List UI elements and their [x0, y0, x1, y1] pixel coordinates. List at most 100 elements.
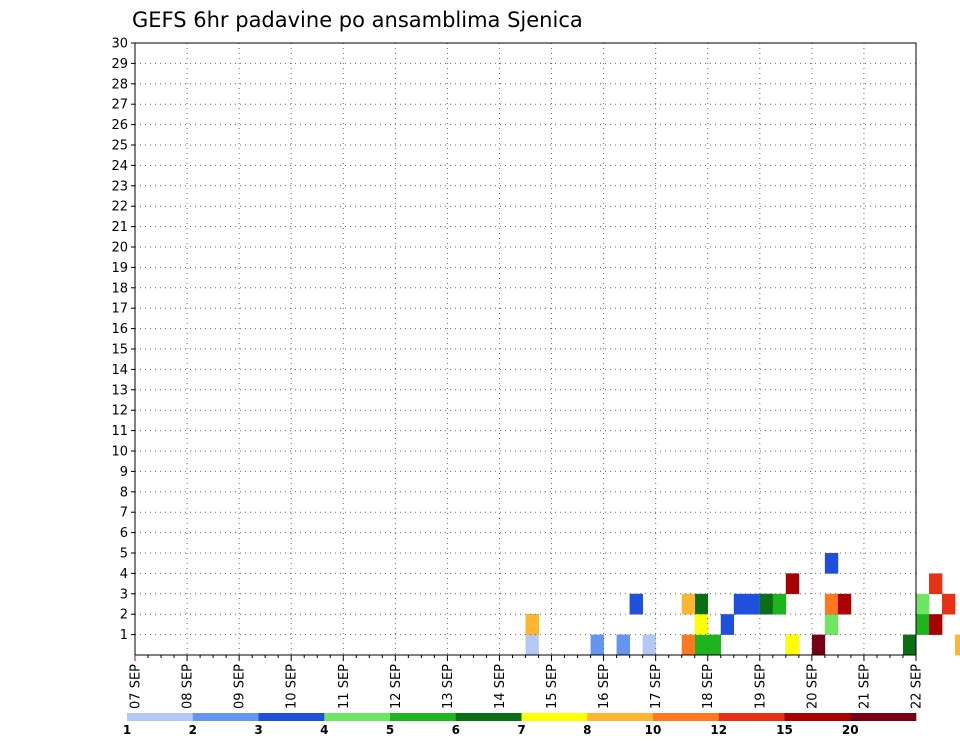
- heatmap-cell: [902, 634, 917, 656]
- heatmap-cell: [694, 634, 709, 656]
- colorbar-swatch: [127, 713, 194, 721]
- heatmap-cell: [811, 634, 826, 656]
- x-tick-label: 11 SEP: [337, 664, 352, 709]
- y-tick-label: 27: [111, 98, 128, 113]
- y-axis-ticks: 1234567891011121314151617181920212223242…: [111, 37, 135, 643]
- x-tick-label: 15 SEP: [545, 664, 560, 709]
- colorbar-label: 6: [452, 723, 460, 737]
- y-tick-label: 30: [111, 37, 128, 52]
- heatmap-cell: [772, 593, 787, 615]
- y-tick-label: 3: [120, 587, 128, 602]
- colorbar-swatch: [587, 713, 654, 721]
- y-tick-label: 17: [111, 302, 128, 317]
- heatmap-cell: [824, 614, 839, 635]
- colorbar-label: 12: [710, 723, 727, 737]
- heatmap-cell: [916, 593, 930, 615]
- x-tick-label: 08 SEP: [181, 664, 196, 709]
- heatmap-cell: [824, 593, 839, 615]
- x-tick-label: 21 SEP: [857, 664, 872, 709]
- chart-title: GEFS 6hr padavine po ansamblima Sjenica: [132, 8, 583, 32]
- colorbar-label: 4: [320, 723, 328, 737]
- y-tick-label: 25: [111, 139, 128, 154]
- y-tick-label: 29: [111, 57, 128, 72]
- y-tick-label: 19: [111, 261, 128, 276]
- colorbar-swatch: [258, 713, 325, 721]
- colorbar-swatch: [521, 713, 588, 721]
- colorbar-legend: 1 2 3 4 5 6 7 8 10 12 15 20: [123, 713, 917, 737]
- colorbar-swatch: [390, 713, 457, 721]
- heatmap-cell: [616, 634, 630, 656]
- heatmap-cell: [785, 634, 800, 656]
- y-tick-label: 7: [120, 506, 128, 521]
- x-tick-label: 09 SEP: [233, 664, 248, 709]
- heatmap-cell: [759, 593, 774, 615]
- x-tick-label: 14 SEP: [493, 664, 508, 709]
- colorbar-swatch: [653, 713, 720, 721]
- colorbar-label: 8: [583, 723, 591, 737]
- colorbar-label: 20: [842, 723, 859, 737]
- y-tick-label: 9: [120, 465, 128, 480]
- colorbar-swatch: [455, 713, 522, 721]
- colorbar-label: 15: [776, 723, 793, 737]
- colorbar-swatch: [718, 713, 785, 721]
- heatmap-cell: [746, 593, 761, 615]
- grid-lines: [135, 43, 916, 655]
- colorbar-swatch: [192, 713, 259, 721]
- x-tick-label: 07 SEP: [129, 664, 144, 709]
- y-tick-label: 16: [111, 322, 128, 337]
- heatmap-cell: [590, 634, 604, 656]
- y-tick-label: 10: [111, 445, 128, 460]
- heatmap-cell: [955, 634, 960, 656]
- colorbar-swatch: [324, 713, 391, 721]
- y-tick-label: 28: [111, 77, 128, 92]
- heatmap-cell: [942, 593, 956, 615]
- x-axis-ticks: 07 SEP 08 SEP 09 SEP 10 SEP 11 SEP 12 SEP 13 S…: [129, 655, 925, 709]
- colorbar-label: 3: [254, 723, 262, 737]
- y-tick-label: 13: [111, 383, 128, 398]
- y-tick-label: 1: [120, 628, 128, 643]
- heatmap-cell: [916, 614, 930, 635]
- x-tick-label: 13 SEP: [441, 664, 456, 709]
- y-tick-label: 12: [111, 404, 128, 419]
- colorbar-swatch: [850, 713, 917, 721]
- x-tick-label: 18 SEP: [701, 664, 716, 709]
- y-tick-label: 21: [111, 220, 128, 235]
- heatmap-cell: [642, 634, 656, 656]
- heatmap-cell: [525, 634, 539, 656]
- heatmap-cell: [837, 593, 852, 615]
- heatmap-cell: [681, 634, 696, 656]
- heatmap-cell: [733, 593, 748, 615]
- y-tick-label: 8: [120, 485, 128, 500]
- colorbar-label: 7: [517, 723, 525, 737]
- y-tick-label: 2: [120, 608, 128, 623]
- y-tick-label: 23: [111, 179, 128, 194]
- y-tick-label: 4: [120, 567, 128, 582]
- heatmap-cell: [694, 593, 709, 615]
- x-tick-label: 20 SEP: [805, 664, 820, 709]
- x-tick-label: 19 SEP: [753, 664, 768, 709]
- y-tick-label: 15: [111, 343, 128, 358]
- heatmap-cells: [525, 553, 960, 656]
- colorbar-label: 2: [189, 723, 197, 737]
- y-tick-label: 11: [111, 424, 128, 439]
- y-tick-label: 26: [111, 118, 128, 133]
- heatmap-cell: [694, 614, 709, 635]
- colorbar-label: 1: [123, 723, 131, 737]
- y-tick-label: 20: [111, 241, 128, 256]
- colorbar-label: 10: [645, 723, 662, 737]
- heatmap-cell: [720, 614, 735, 635]
- colorbar-label: 5: [386, 723, 394, 737]
- heatmap-cell: [707, 634, 722, 656]
- colorbar-swatch: [784, 713, 851, 721]
- x-tick-label: 12 SEP: [389, 664, 404, 709]
- heatmap-cell: [929, 614, 943, 635]
- x-tick-label: 10 SEP: [285, 664, 300, 709]
- y-tick-label: 22: [111, 200, 128, 215]
- y-tick-label: 14: [111, 363, 128, 378]
- y-tick-label: 6: [120, 526, 128, 541]
- heatmap-cell: [681, 593, 696, 615]
- heatmap-cell: [929, 573, 943, 595]
- y-tick-label: 18: [111, 281, 128, 296]
- y-tick-label: 5: [120, 547, 128, 562]
- y-tick-label: 24: [111, 159, 128, 174]
